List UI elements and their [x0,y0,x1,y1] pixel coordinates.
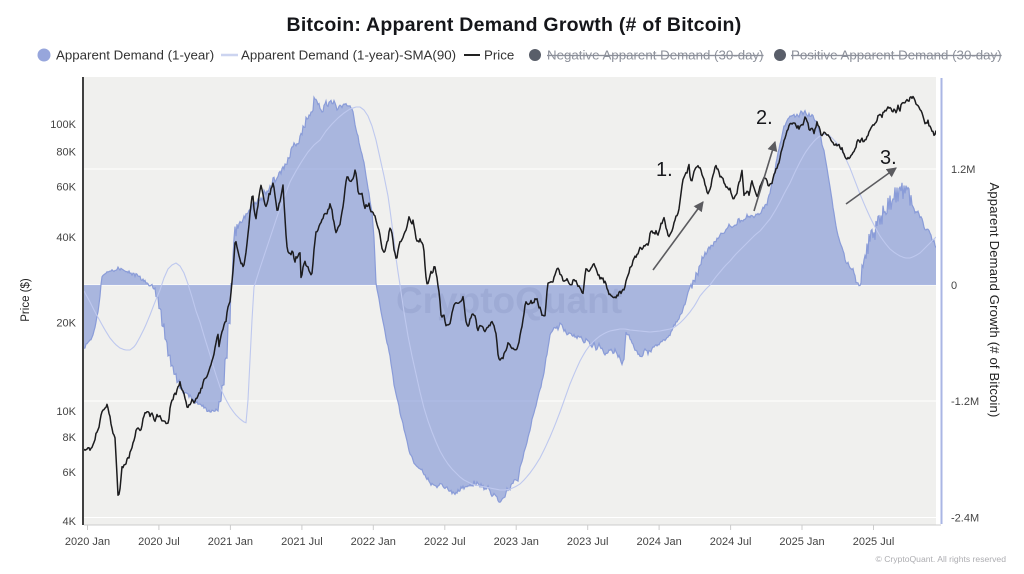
svg-text:2025 Jan: 2025 Jan [779,536,824,548]
svg-text:100K: 100K [50,119,76,131]
svg-text:2024 Jan: 2024 Jan [636,536,681,548]
svg-text:Negative Apparent Demand (30-d: Negative Apparent Demand (30-day) [547,48,764,63]
svg-text:0: 0 [951,280,957,292]
svg-text:40K: 40K [56,232,76,244]
svg-text:2023 Jan: 2023 Jan [494,536,539,548]
svg-text:10K: 10K [56,406,76,418]
svg-text:1.: 1. [656,159,673,181]
svg-text:2020 Jul: 2020 Jul [138,536,180,548]
svg-text:4K: 4K [63,516,77,528]
svg-text:2.: 2. [756,107,773,129]
svg-text:2021 Jul: 2021 Jul [281,536,323,548]
svg-text:2025 Jul: 2025 Jul [853,536,895,548]
svg-text:80K: 80K [56,147,76,159]
svg-text:Apparent Demand (1-year)-SMA(9: Apparent Demand (1-year)-SMA(90) [241,48,456,63]
svg-text:Apparent Demand (1-year): Apparent Demand (1-year) [56,48,214,63]
svg-text:Positive Apparent Demand (30-d: Positive Apparent Demand (30-day) [791,48,1002,63]
svg-text:2022 Jan: 2022 Jan [351,536,396,548]
svg-text:© CryptoQuant. All rights rese: © CryptoQuant. All rights reserved [875,554,1006,564]
svg-text:3.: 3. [880,147,897,169]
svg-text:-1.2M: -1.2M [951,396,979,408]
svg-text:Price ($): Price ($) [20,278,32,322]
svg-text:-2.4M: -2.4M [951,513,979,525]
svg-text:60K: 60K [56,182,76,194]
svg-text:2023 Jul: 2023 Jul [567,536,609,548]
svg-text:Apparent Demand Growth (# of B: Apparent Demand Growth (# of Bitcoin) [987,182,1002,417]
svg-text:2024 Jul: 2024 Jul [710,536,752,548]
svg-text:2020 Jan: 2020 Jan [65,536,110,548]
svg-text:20K: 20K [56,318,76,330]
svg-text:1.2M: 1.2M [951,164,975,176]
svg-text:Bitcoin: Apparent Demand Growt: Bitcoin: Apparent Demand Growth (# of Bi… [287,14,742,36]
svg-text:2021 Jan: 2021 Jan [208,536,253,548]
svg-text:2022 Jul: 2022 Jul [424,536,466,548]
svg-text:8K: 8K [63,432,77,444]
svg-text:6K: 6K [63,467,77,479]
svg-text:Price: Price [484,48,514,63]
